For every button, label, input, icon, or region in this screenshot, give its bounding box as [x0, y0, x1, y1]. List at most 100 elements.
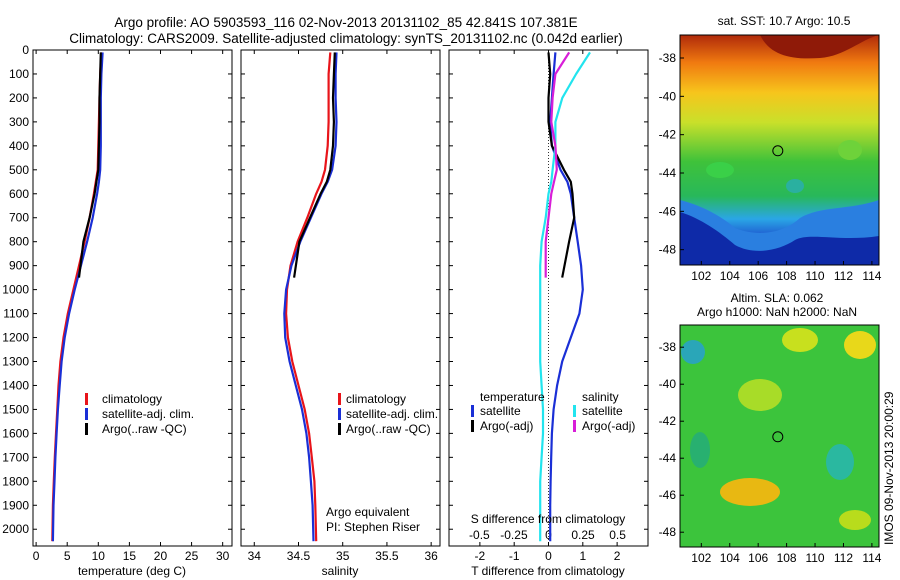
x-top-tick-label: -0.5 [469, 528, 490, 542]
difference-legend: temperature satellite Argo(-adj) salinit… [471, 390, 635, 433]
x-tick-label: 20 [154, 549, 168, 563]
depth-tick-label: 1700 [2, 450, 29, 464]
map-x-tick-label: 112 [834, 551, 853, 565]
map-y-tick-label: -48 [659, 243, 677, 257]
series-line [51, 52, 104, 542]
x-top-tick-label: 0.25 [571, 528, 595, 542]
legend-swatch-climatology [85, 393, 88, 405]
x-tick-label: 25 [185, 549, 199, 563]
sst-argo-location-marker [772, 145, 784, 157]
map-x-tick-label: 102 [691, 269, 711, 283]
map-x-tick-label: 114 [862, 269, 881, 283]
map-y-tick-label: -40 [659, 89, 677, 103]
legend-climatology: climatology [346, 392, 406, 406]
legend-swatch-temp-satellite [471, 405, 474, 417]
sst-map-title: sat. SST: 10.7 Argo: 10.5 [718, 14, 851, 28]
map-y-tick-label: -42 [659, 128, 677, 142]
legend-swatch-sal-satellite [573, 405, 576, 417]
sla-map-panel: Altim. SLA: 0.062 Argo h1000: NaN h2000:… [659, 291, 882, 565]
x-tick-label: 34.5 [287, 549, 311, 563]
map-x-tick-label: 106 [748, 269, 768, 283]
x-tick-label: 1 [579, 549, 586, 563]
sla-map-frame [679, 324, 880, 548]
map-y-tick-label: -44 [659, 451, 677, 465]
map-x-tick-label: 102 [691, 551, 711, 565]
x-tick-label: 0 [545, 549, 552, 563]
legend-argo: Argo(..raw -QC) [102, 422, 187, 436]
x-tick-label: 36 [424, 549, 438, 563]
x-tick-label: 30 [216, 549, 230, 563]
legend-swatch-satellite [338, 408, 341, 420]
x-tick-label: 35 [336, 549, 350, 563]
difference-xlabel-top: S difference from climatology [471, 512, 626, 526]
depth-tick-label: 1100 [3, 307, 29, 321]
depth-tick-label: 1600 [2, 426, 29, 440]
series-line [283, 52, 338, 542]
legend-temp-argo: Argo(-adj) [480, 419, 533, 433]
legend-swatch-climatology [338, 393, 341, 405]
x-top-tick-label: 0.5 [609, 528, 626, 542]
difference-xlabel: T difference from climatology [471, 564, 625, 578]
x-tick-label: 35.5 [375, 549, 399, 563]
legend-satellite: satellite-adj. clim. [102, 407, 194, 421]
legend-sal-satellite: satellite [582, 404, 623, 418]
salinity-ticks: 34 34.5 35 35.5 36 [241, 49, 440, 563]
depth-tick-label: 1400 [2, 378, 29, 392]
temperature-ticks: 0 5 10 15 20 25 30 [33, 49, 232, 563]
depth-tick-label: 500 [9, 163, 29, 177]
sla-argo-location-marker [772, 431, 784, 443]
depth-tick-label: 100 [9, 67, 29, 81]
x-tick-label: 15 [123, 549, 137, 563]
series-line [293, 52, 336, 278]
difference-ticks: -2 -1 0 1 2 -0.5 -0.25 0 0.25 0.5 [449, 49, 648, 563]
note-pi: PI: Stephen Riser [326, 520, 420, 534]
map-x-tick-label: 104 [720, 269, 740, 283]
depth-tick-label: 1500 [2, 402, 29, 416]
legend-swatch-argo [85, 423, 88, 435]
series-line [544, 51, 571, 278]
map-y-tick-label: -48 [659, 525, 677, 539]
legend-swatch-temp-argo [471, 420, 474, 432]
salinity-panel: 34 34.5 35 35.5 36 salinity climatology sate… [240, 49, 441, 578]
map-x-tick-label: 112 [834, 269, 853, 283]
x-top-tick-label: 0 [545, 528, 552, 542]
legend-sal-argo: Argo(-adj) [582, 419, 635, 433]
legend-temperature-heading: temperature [480, 390, 545, 404]
depth-tick-label: 700 [9, 211, 29, 225]
depth-tick-label: 600 [9, 187, 29, 201]
temperature-legend: climatology satellite-adj. clim. Argo(..… [85, 392, 194, 436]
map-x-tick-label: 108 [777, 551, 797, 565]
depth-tick-label: 300 [9, 115, 29, 129]
legend-temp-satellite: satellite [480, 404, 521, 418]
map-x-tick-label: 106 [748, 551, 768, 565]
map-y-tick-label: -38 [659, 51, 677, 65]
x-tick-label: 34 [248, 549, 262, 563]
legend-argo: Argo(..raw -QC) [346, 422, 431, 436]
legend-swatch-satellite [85, 408, 88, 420]
series-line [539, 51, 591, 542]
depth-tick-label: 1900 [2, 498, 29, 512]
map-y-tick-label: -38 [659, 340, 677, 354]
x-tick-label: -2 [475, 549, 486, 563]
figure-title-line2: Climatology: CARS2009. Satellite-adjuste… [69, 31, 623, 46]
salinity-xlabel: salinity [322, 564, 359, 578]
sst-map-panel: sat. SST: 10.7 Argo: 10.5 102 104 106 108 11… [659, 14, 882, 283]
legend-climatology: climatology [102, 392, 162, 406]
x-top-tick-label: -0.25 [500, 528, 528, 542]
map-y-tick-label: -40 [659, 377, 677, 391]
map-x-tick-label: 114 [862, 551, 881, 565]
series-line [77, 52, 102, 278]
sst-map-ticks: 102 104 106 108 110 112 114 -38 -40 -42 -44 -46 -48 [659, 51, 882, 283]
depth-tick-labels: 0 100 200 300 400 500 600 700 800 900 1000 1100 1200… [2, 43, 29, 536]
map-y-tick-label: -46 [659, 204, 677, 218]
map-y-tick-label: -42 [659, 414, 677, 428]
map-x-tick-label: 108 [777, 269, 797, 283]
map-x-tick-label: 110 [805, 269, 824, 283]
sla-map-image [680, 325, 879, 547]
figure-title-line1: Argo profile: AO 5903593_116 02-Nov-2013… [114, 15, 577, 30]
difference-lines [539, 51, 591, 542]
legend-swatch-argo [338, 423, 341, 435]
salinity-legend: climatology satellite-adj. clim. Argo(..… [338, 392, 438, 436]
depth-tick-label: 200 [9, 91, 29, 105]
